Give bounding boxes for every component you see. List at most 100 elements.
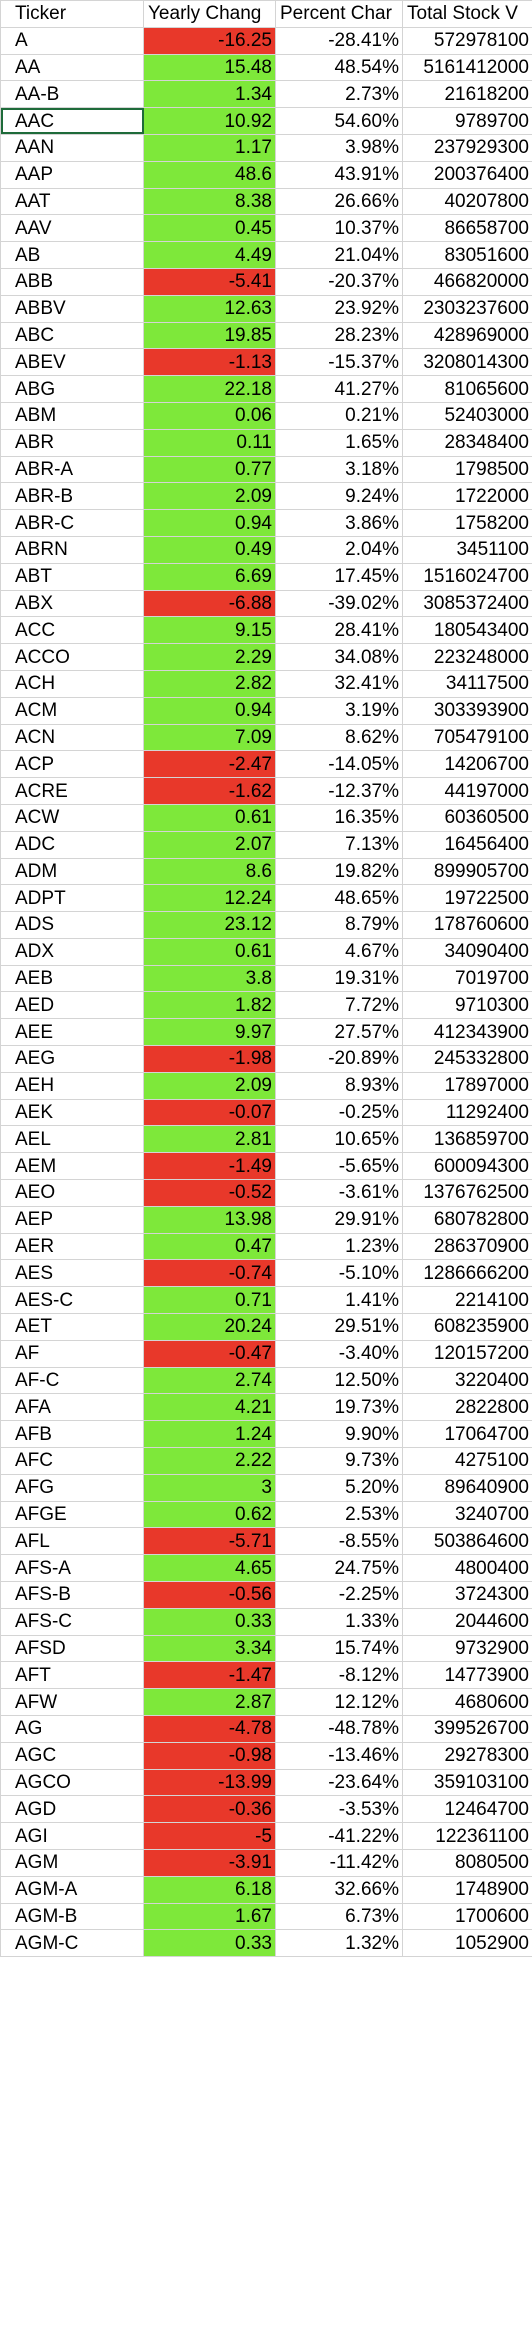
cell-ticker[interactable]: AED [0,991,144,1020]
cell-yearly-change[interactable]: -0.47 [143,1339,276,1368]
cell-ticker[interactable]: ABR-B [0,482,144,511]
cell-ticker[interactable]: AAN [0,133,144,162]
cell-ticker[interactable]: AGD [0,1795,144,1824]
cell-ticker[interactable]: AFS-C [0,1607,144,1636]
cell-percent-change[interactable]: -11.42% [275,1848,403,1877]
cell-percent-change[interactable]: 32.66% [275,1875,403,1904]
cell-ticker[interactable]: ACCO [0,643,144,671]
cell-ticker[interactable]: AAP [0,160,144,189]
cell-yearly-change[interactable]: 2.09 [143,1071,276,1100]
cell-yearly-change[interactable]: -4.78 [143,1715,276,1743]
cell-total-volume[interactable]: 52403000 [402,401,532,430]
cell-percent-change[interactable]: 3.86% [275,509,403,537]
cell-yearly-change[interactable]: 0.45 [143,214,276,243]
cell-percent-change[interactable]: -13.46% [275,1741,403,1770]
cell-total-volume[interactable]: 412343900 [402,1018,532,1047]
cell-yearly-change[interactable]: 4.65 [143,1554,276,1583]
cell-total-volume[interactable]: 9789700 [402,107,532,135]
cell-total-volume[interactable]: 303393900 [402,696,532,725]
cell-yearly-change[interactable]: 2.82 [143,669,276,698]
cell-yearly-change[interactable]: 2.07 [143,830,276,859]
cell-ticker[interactable]: AGM [0,1848,144,1877]
cell-ticker[interactable]: ACP [0,750,144,779]
cell-ticker[interactable]: AAC [0,107,144,135]
cell-yearly-change[interactable]: 23.12 [143,911,276,939]
cell-total-volume[interactable]: 21618200 [402,80,532,109]
cell-yearly-change[interactable]: 8.6 [143,857,276,886]
cell-percent-change[interactable]: -5.65% [275,1152,403,1181]
cell-total-volume[interactable]: 12464700 [402,1795,532,1824]
cell-percent-change[interactable]: -3.40% [275,1339,403,1368]
cell-yearly-change[interactable]: 12.24 [143,884,276,913]
cell-total-volume[interactable]: 1758200 [402,509,532,537]
cell-ticker[interactable]: ADPT [0,884,144,913]
cell-ticker[interactable]: ABR-C [0,509,144,537]
cell-percent-change[interactable]: -23.64% [275,1768,403,1797]
cell-total-volume[interactable]: 245332800 [402,1045,532,1073]
cell-total-volume[interactable]: 359103100 [402,1768,532,1797]
cell-yearly-change[interactable]: 0.33 [143,1929,276,1958]
cell-yearly-change[interactable]: 0.94 [143,509,276,537]
cell-total-volume[interactable]: 2044600 [402,1607,532,1636]
cell-ticker[interactable]: ABG [0,375,144,403]
cell-yearly-change[interactable]: 48.6 [143,160,276,189]
cell-yearly-change[interactable]: -1.49 [143,1152,276,1181]
cell-yearly-change[interactable]: 13.98 [143,1205,276,1234]
cell-total-volume[interactable]: 19722500 [402,884,532,913]
cell-total-volume[interactable]: 572978100 [402,26,532,55]
cell-total-volume[interactable]: 2214100 [402,1286,532,1315]
cell-ticker[interactable]: AGM-B [0,1902,144,1931]
cell-yearly-change[interactable]: 10.92 [143,107,276,135]
cell-ticker[interactable]: ABR-A [0,455,144,484]
cell-total-volume[interactable]: 60360500 [402,803,532,832]
cell-yearly-change[interactable]: -5.41 [143,267,276,296]
cell-percent-change[interactable]: 8.62% [275,723,403,752]
cell-percent-change[interactable]: 7.72% [275,991,403,1020]
cell-yearly-change[interactable]: 15.48 [143,53,276,82]
cell-yearly-change[interactable]: 7.09 [143,723,276,752]
cell-total-volume[interactable]: 3724300 [402,1581,532,1609]
cell-percent-change[interactable]: 27.57% [275,1018,403,1047]
cell-total-volume[interactable]: 223248000 [402,643,532,671]
cell-percent-change[interactable]: -0.25% [275,1098,403,1127]
cell-ticker[interactable]: AER [0,1232,144,1261]
cell-ticker[interactable]: ADC [0,830,144,859]
cell-percent-change[interactable]: 17.45% [275,562,403,591]
cell-ticker[interactable]: ACH [0,669,144,698]
cell-percent-change[interactable]: 3.19% [275,696,403,725]
cell-yearly-change[interactable]: 1.24 [143,1420,276,1449]
cell-yearly-change[interactable]: 2.81 [143,1125,276,1154]
cell-yearly-change[interactable]: 9.15 [143,616,276,645]
cell-percent-change[interactable]: -14.05% [275,750,403,779]
cell-percent-change[interactable]: 24.75% [275,1554,403,1583]
cell-ticker[interactable]: AGCO [0,1768,144,1797]
cell-total-volume[interactable]: 1700600 [402,1902,532,1931]
cell-total-volume[interactable]: 17064700 [402,1420,532,1449]
cell-percent-change[interactable]: 41.27% [275,375,403,403]
cell-total-volume[interactable]: 600094300 [402,1152,532,1181]
cell-percent-change[interactable]: -3.53% [275,1795,403,1824]
cell-percent-change[interactable]: 0.21% [275,401,403,430]
cell-total-volume[interactable]: 89640900 [402,1473,532,1502]
cell-total-volume[interactable]: 680782800 [402,1205,532,1234]
cell-total-volume[interactable]: 1748900 [402,1875,532,1904]
cell-percent-change[interactable]: 29.91% [275,1205,403,1234]
cell-yearly-change[interactable]: 6.18 [143,1875,276,1904]
cell-yearly-change[interactable]: -0.74 [143,1259,276,1288]
cell-total-volume[interactable]: 200376400 [402,160,532,189]
spreadsheet-grid[interactable]: Ticker Yearly Chang Percent Char Total S… [0,0,532,1958]
cell-yearly-change[interactable]: 22.18 [143,375,276,403]
cell-total-volume[interactable]: 34117500 [402,669,532,698]
cell-yearly-change[interactable]: 2.09 [143,482,276,511]
cell-yearly-change[interactable]: 3 [143,1473,276,1502]
cell-percent-change[interactable]: 28.41% [275,616,403,645]
cell-total-volume[interactable]: 1376762500 [402,1179,532,1207]
cell-ticker[interactable]: AFB [0,1420,144,1449]
cell-ticker[interactable]: AF-C [0,1366,144,1395]
cell-yearly-change[interactable]: -1.98 [143,1045,276,1073]
cell-yearly-change[interactable]: 20.24 [143,1313,276,1341]
cell-total-volume[interactable]: 14206700 [402,750,532,779]
cell-ticker[interactable]: AFW [0,1688,144,1716]
cell-total-volume[interactable]: 466820000 [402,267,532,296]
cell-percent-change[interactable]: 19.73% [275,1393,403,1422]
